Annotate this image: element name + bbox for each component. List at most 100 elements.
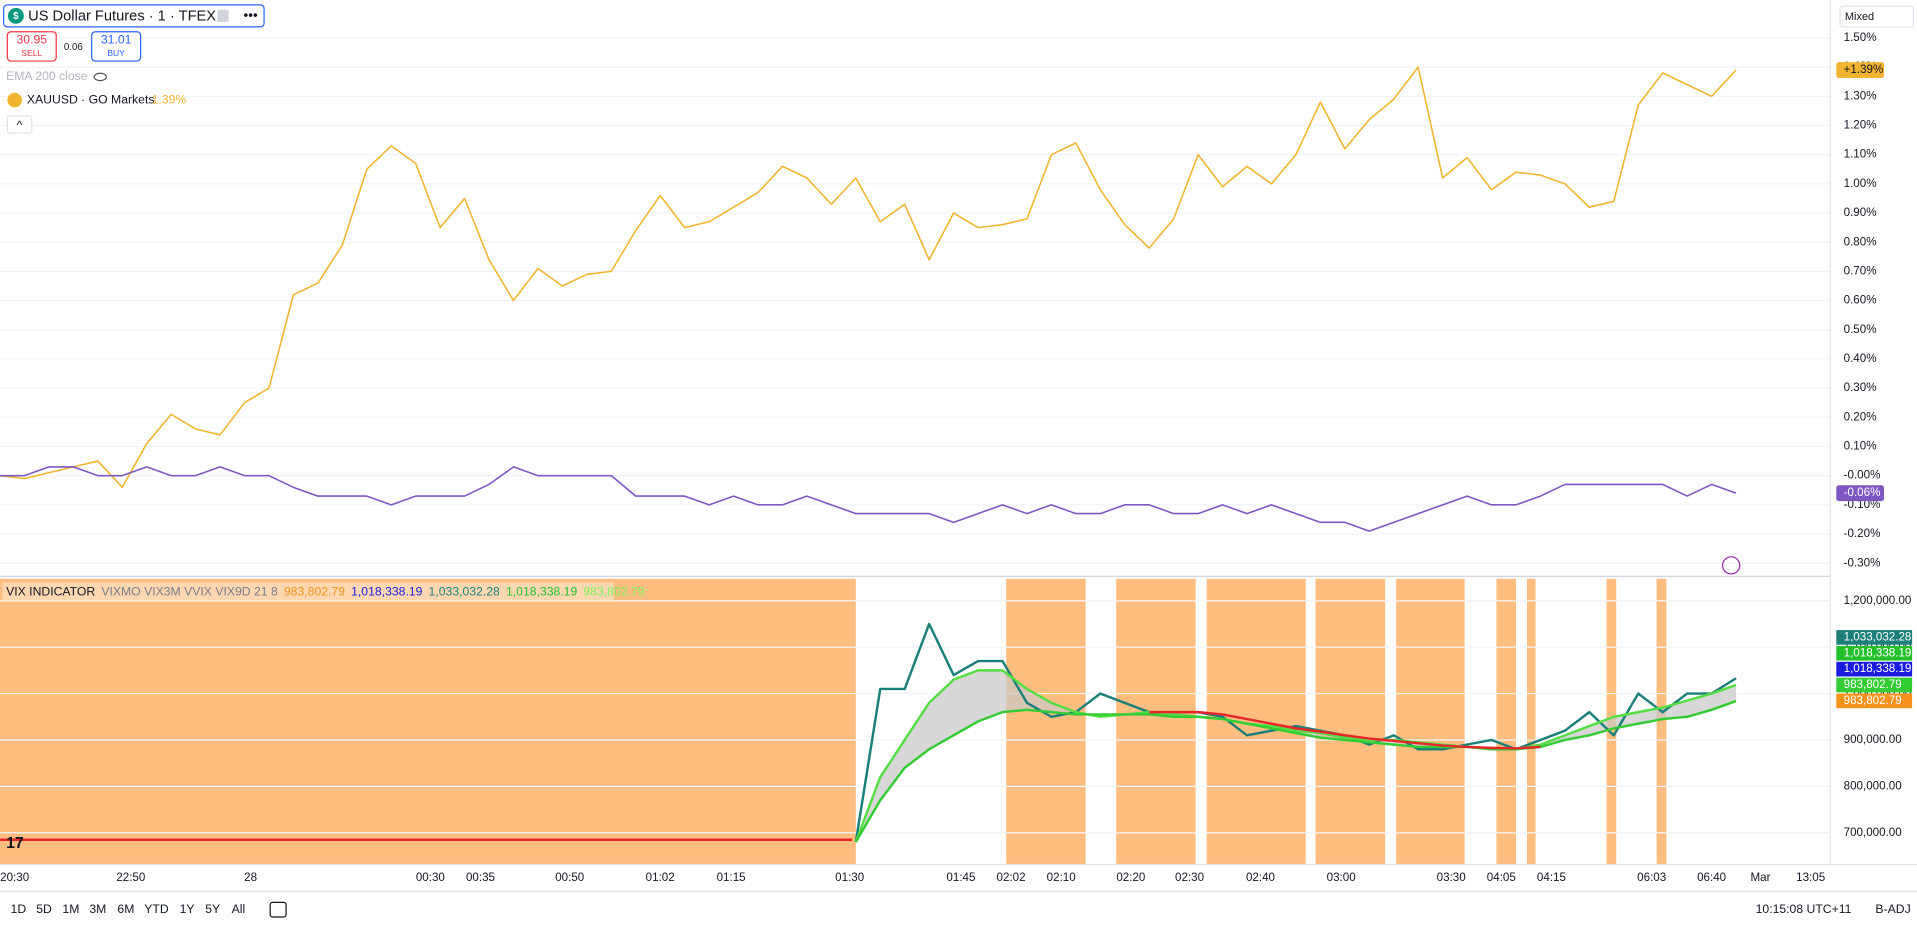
range-button[interactable]: 5Y <box>205 902 220 916</box>
indicator-legend-text: 1,018,338.19 <box>506 584 578 598</box>
grid <box>0 37 1831 834</box>
x-tick-label: 03:30 <box>1437 871 1466 884</box>
alert-icon[interactable] <box>1721 556 1741 575</box>
series-line <box>854 669 1737 843</box>
buy-button[interactable] <box>91 31 142 62</box>
last-value-badge <box>1836 62 1884 78</box>
plot-lines <box>0 66 1737 843</box>
range-button[interactable]: 3M <box>89 902 106 916</box>
bell-icon[interactable] <box>217 9 229 22</box>
y-tick-label: 1.30% <box>1844 89 1877 102</box>
indicator-legend-text: 1,018,338.19 <box>351 584 423 598</box>
y-tick-label: 700,000.00 <box>1844 826 1902 839</box>
more-icon[interactable]: ••• <box>244 7 258 22</box>
y-tick-label: -0.10% <box>1844 498 1881 511</box>
compare-icon <box>7 92 23 108</box>
regime-bands <box>0 578 1667 865</box>
x-tick-label: 00:50 <box>555 871 584 884</box>
range-button[interactable]: 1D <box>11 902 27 916</box>
x-tick-label: 02:02 <box>997 871 1026 884</box>
indicator-legend-text: 1,033,032.28 <box>429 584 501 598</box>
axis-badge-label: 983,802.79 <box>1844 678 1902 691</box>
x-tick-label: 01:30 <box>835 871 864 884</box>
x-tick-label: 20:30 <box>0 871 29 884</box>
scale-mode[interactable] <box>1839 5 1914 28</box>
indicator-legend-text: VIX INDICATOR <box>6 584 95 598</box>
indicator-legend-text: 983,802.79 <box>284 584 345 598</box>
range-button[interactable]: 6M <box>117 902 134 916</box>
adjust-toggle[interactable]: B-ADJ <box>1875 902 1910 916</box>
x-tick-label: 28 <box>244 871 257 884</box>
y-tick-label: 1.50% <box>1844 31 1877 44</box>
axis-badge-label: 1,033,032.28 <box>1844 630 1912 643</box>
collapse-button[interactable] <box>6 115 33 134</box>
y-tick-label: 0.70% <box>1844 264 1877 277</box>
series-line <box>854 622 1737 843</box>
y-tick-label: 0.60% <box>1844 294 1877 307</box>
y-tick-label: 0.10% <box>1844 440 1877 453</box>
symbol-icon-glyph: $ <box>13 11 19 22</box>
scale-mode-label: Mixed <box>1845 11 1874 23</box>
sell-button[interactable] <box>6 31 57 62</box>
last-value-badge <box>1836 485 1884 502</box>
collapse-glyph: ^ <box>17 118 23 132</box>
y-tick-label: 800,000.00 <box>1844 779 1902 792</box>
range-button[interactable]: YTD <box>144 902 169 916</box>
x-tick-label: 01:45 <box>946 871 975 884</box>
y-tick-label: 0.90% <box>1844 206 1877 219</box>
x-tick-label: 06:03 <box>1637 871 1666 884</box>
y-tick-label: 1.10% <box>1844 148 1877 161</box>
range-button[interactable]: 5D <box>36 902 52 916</box>
hide-icon[interactable] <box>93 72 107 82</box>
x-tick-label: 00:35 <box>466 871 495 884</box>
axis-badge-label: 983,802.79 <box>1844 694 1902 707</box>
x-tick-label: 02:40 <box>1246 871 1275 884</box>
x-tick-label: 04:15 <box>1537 871 1566 884</box>
x-tick-label: 06:40 <box>1697 871 1726 884</box>
range-button[interactable]: All <box>232 902 246 916</box>
x-tick-label: 02:30 <box>1175 871 1204 884</box>
date-range-icon[interactable] <box>269 901 287 918</box>
range-button[interactable]: 1Y <box>180 902 195 916</box>
axis-badge <box>1836 693 1913 709</box>
symbol-box[interactable] <box>3 4 265 28</box>
range-button[interactable]: 1M <box>62 902 79 916</box>
axis-badge-label: 1,018,338.19 <box>1844 662 1912 675</box>
axis-badge <box>1836 630 1913 645</box>
axis-badge <box>1836 661 1913 677</box>
series-line <box>0 466 1737 532</box>
last-value-label: -0.06% <box>1844 486 1881 499</box>
symbol-title: US Dollar Futures · 1 · TFEX <box>28 8 216 24</box>
y-tick-label: 0.20% <box>1844 410 1877 423</box>
buy-price: 31.01 <box>101 33 132 47</box>
axis-badge-label: 1,018,338.19 <box>1844 646 1912 659</box>
axis-badge <box>1836 677 1913 693</box>
y-tick-label: -0.00% <box>1844 469 1881 482</box>
y-tick-label: 900,000.00 <box>1844 733 1902 746</box>
y-tick-label: 0.80% <box>1844 235 1877 248</box>
y-tick-label: 0.40% <box>1844 352 1877 365</box>
indicator-legend-text: VIXMO VIX3M VVIX VIX9D 21 8 <box>101 584 278 598</box>
indicator-legend-text: 983,802.79 <box>583 584 644 598</box>
spread: 0.06 <box>64 42 83 53</box>
bottom-toolbar: 1D 5D 1M 3M 6M YTD 1Y 5Y All 10:15:08 UTC+11 B-ADJ <box>11 901 1911 918</box>
symbol-icon <box>7 7 24 24</box>
series-line <box>1149 710 1541 750</box>
x-tick-label: 01:02 <box>646 871 675 884</box>
y-tick-label: -0.20% <box>1844 527 1881 540</box>
x-tick-label: Mar <box>1751 871 1771 884</box>
x-tick-label: 01:15 <box>717 871 746 884</box>
series-line <box>854 699 1737 843</box>
series-line <box>0 66 1737 489</box>
indicator-legend: VIX INDICATOR VIXMO VIX3M VVIX VIX9D 21 8… <box>6 584 645 598</box>
logo: 17 <box>6 835 24 852</box>
buy-label: BUY <box>107 48 125 58</box>
y-tick-label: 0.30% <box>1844 381 1877 394</box>
x-tick-label: 22:50 <box>116 871 145 884</box>
sell-price: 30.95 <box>17 33 48 47</box>
compare-legend: XAUUSD · GO Markets <box>27 92 155 106</box>
x-tick-label: 02:20 <box>1116 871 1145 884</box>
clock: 10:15:08 UTC+11 <box>1756 902 1852 916</box>
